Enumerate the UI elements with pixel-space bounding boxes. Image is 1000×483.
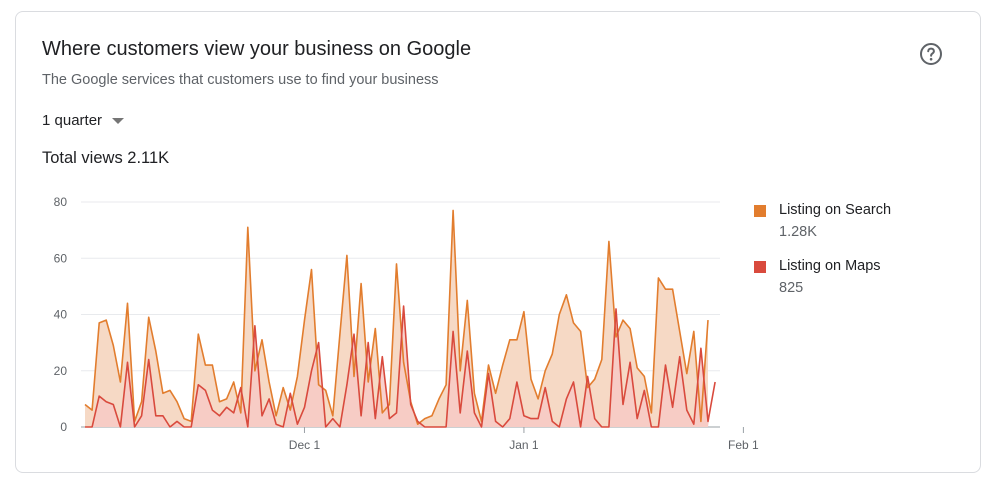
series-line-search <box>84 209 709 425</box>
total-views: Total views 2.11K <box>42 149 170 167</box>
legend-swatch-search <box>754 205 766 217</box>
legend-value-search: 1.28K <box>779 224 817 240</box>
card-title: Where customers view your business on Go… <box>42 38 472 60</box>
y-tick-label-0: 0 <box>60 420 67 434</box>
x-tick-label: Jan 1 <box>509 438 539 452</box>
x-tick-label: Dec 1 <box>289 438 321 452</box>
legend-label-search: Listing on Search <box>779 202 892 218</box>
legend-label-maps: Listing on Maps <box>779 258 881 274</box>
y-tick-label-20: 20 <box>54 364 68 378</box>
y-tick-label-60: 60 <box>54 251 68 265</box>
caret-down-icon <box>112 117 125 124</box>
y-tick-label-80: 80 <box>54 195 68 209</box>
legend-swatch-maps <box>754 261 766 273</box>
period-dropdown-label: 1 quarter <box>42 112 103 129</box>
series-area-search <box>85 210 708 427</box>
series-line-maps <box>85 305 716 428</box>
x-tick-label: Feb 1 <box>728 438 759 452</box>
legend-value-maps: 825 <box>779 280 804 296</box>
help-circle-icon[interactable] <box>919 42 943 66</box>
card-subtitle: The Google services that customers use t… <box>42 72 439 88</box>
period-dropdown[interactable]: 1 quarter <box>42 112 125 129</box>
y-tick-label-40: 40 <box>54 308 68 322</box>
views-card: Where customers view your business on Go… <box>15 11 981 473</box>
views-area-chart: 0 20 40 60 80 Dec 1 Jan 1 Feb 1 <box>54 195 759 452</box>
